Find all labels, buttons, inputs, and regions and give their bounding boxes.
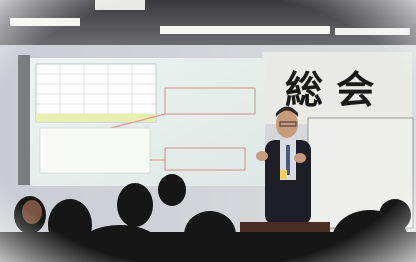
page: 総 会 (() bbox=[0, 0, 416, 262]
vignette bbox=[0, 0, 416, 262]
photo: 総 会 bbox=[0, 0, 416, 262]
